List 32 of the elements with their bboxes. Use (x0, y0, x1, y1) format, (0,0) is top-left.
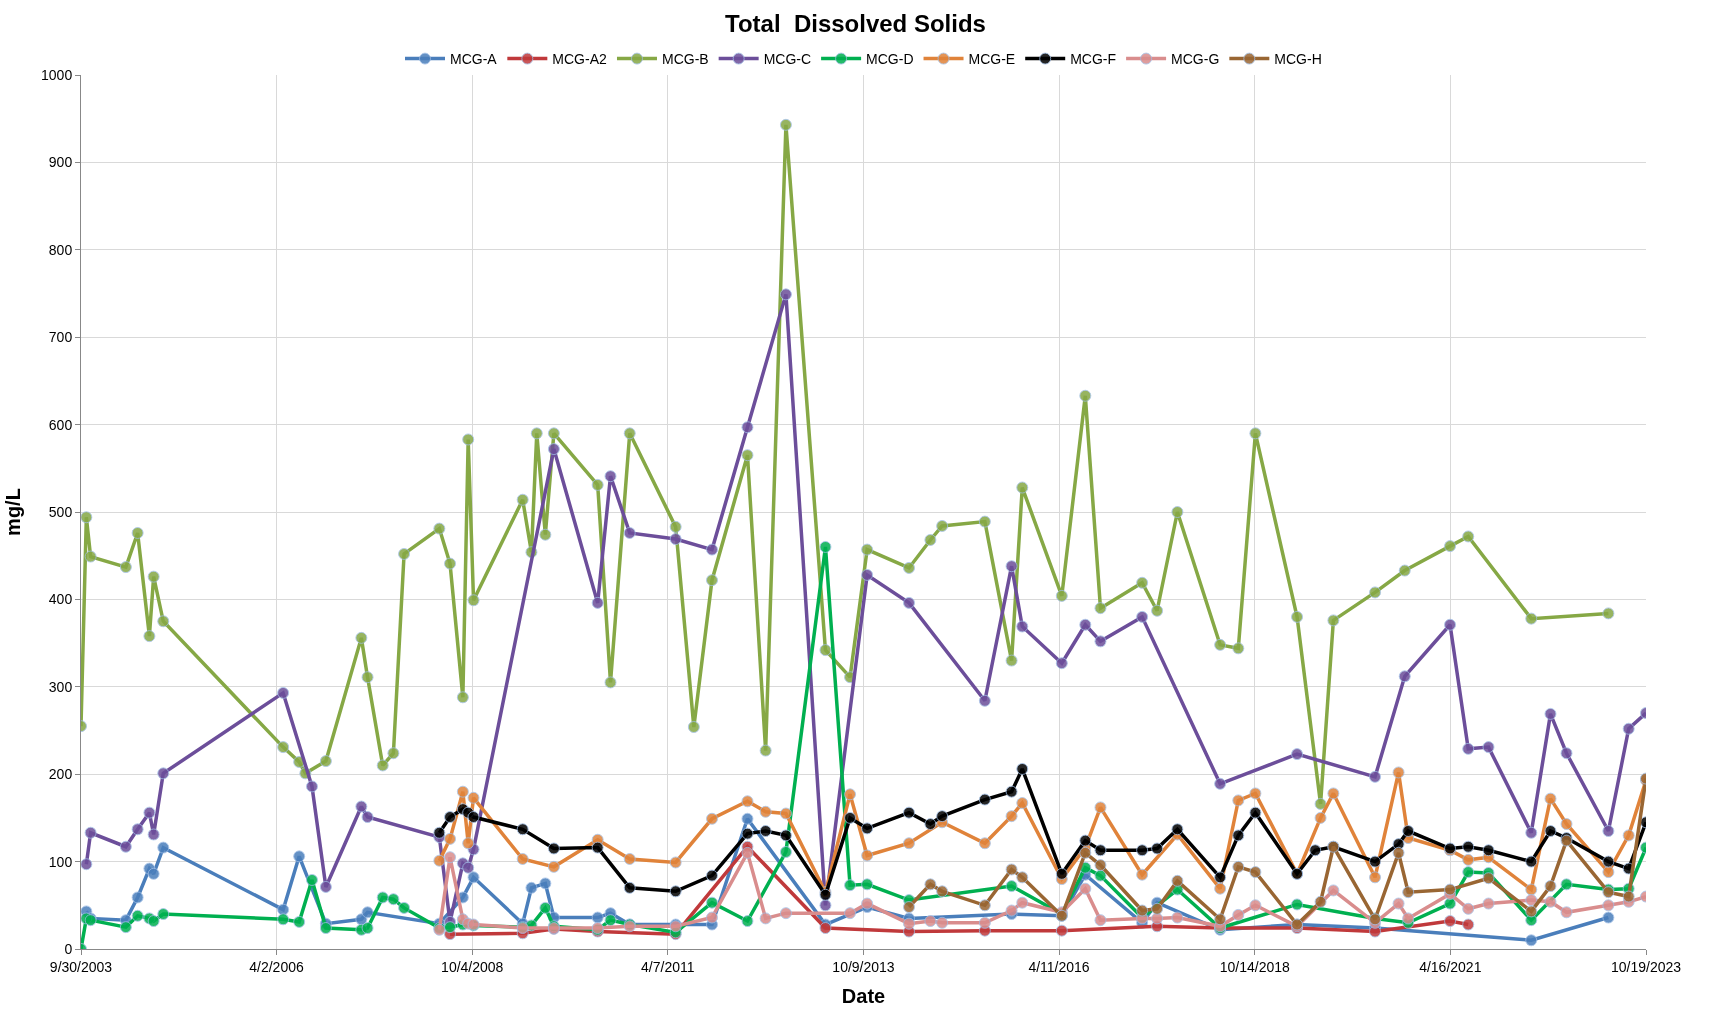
x-tick-label: 4/7/2011 (641, 958, 695, 975)
x-axis-title: Date (841, 985, 886, 1008)
legend-label: MCG-H (1274, 51, 1322, 68)
legend-label: MCG-A (450, 51, 498, 68)
y-tick-label: 900 (48, 154, 73, 171)
y-tick-label: 200 (48, 766, 73, 783)
x-tick-label: 10/19/2023 (1610, 958, 1682, 975)
legend-label: MCG-G (1171, 51, 1220, 68)
legend-label: MCG-A2 (552, 51, 607, 68)
y-tick-label: 100 (48, 853, 73, 870)
legend-label: MCG-F (1070, 51, 1117, 68)
x-tick-label: 4/16/2021 (1419, 958, 1482, 975)
x-tick-label: 4/11/2016 (1028, 958, 1090, 975)
x-tick-label: 4/2/2006 (249, 958, 304, 975)
y-tick-label: 500 (48, 503, 73, 520)
y-tick-label: 0 (64, 940, 73, 957)
x-tick-label: 10/9/2013 (832, 958, 895, 975)
y-axis-title: mg/L (1, 488, 24, 536)
y-tick-label: 1000 (41, 66, 73, 83)
y-tick-label: 800 (48, 241, 73, 258)
x-tick-label: 10/14/2018 (1219, 958, 1290, 975)
x-tick-label: 10/4/2008 (441, 958, 504, 975)
legend-label: MCG-B (661, 51, 709, 68)
y-tick-label: 300 (48, 678, 73, 695)
x-tick-label: 9/30/2003 (49, 958, 113, 975)
legend-label: MCG-C (763, 51, 812, 68)
legend-label: MCG-E (968, 51, 1016, 68)
y-tick-label: 700 (48, 329, 73, 346)
legend-label: MCG-D (866, 51, 914, 68)
chart-title: Total Dissolved Solids (725, 10, 986, 38)
y-tick-label: 600 (48, 416, 73, 433)
y-tick-label: 400 (48, 591, 73, 608)
